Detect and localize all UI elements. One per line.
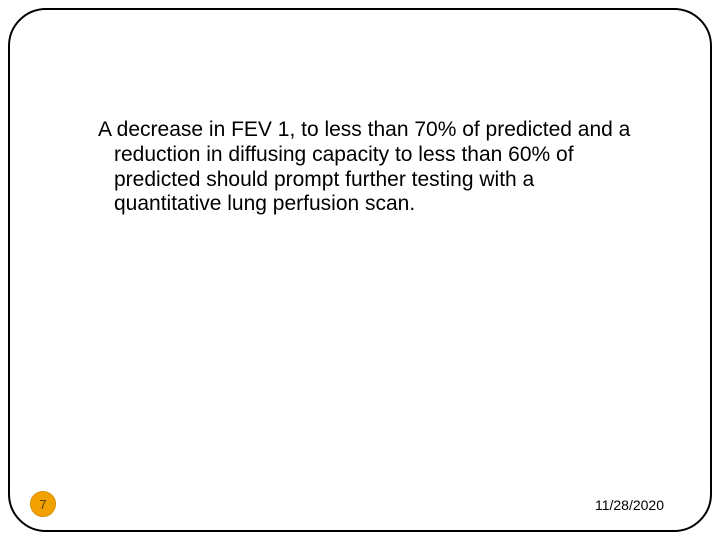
slide-date: 11/28/2020 [595,497,664,513]
page-number-badge: 7 [30,491,56,517]
page-number: 7 [39,497,46,512]
slide-body-text: A decrease in FEV 1, to less than 70% of… [98,118,640,217]
slide-frame [8,8,712,532]
